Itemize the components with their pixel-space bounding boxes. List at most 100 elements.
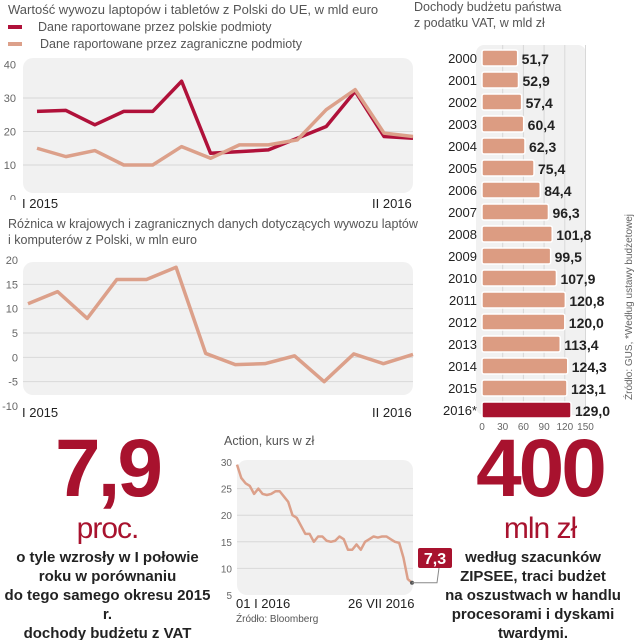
caption-line: na oszustwach w handlu xyxy=(445,587,621,604)
leader-line xyxy=(412,567,440,584)
category-label: 2000 xyxy=(448,51,477,66)
bar xyxy=(481,335,561,353)
y-tick-label: 10 xyxy=(4,160,16,172)
category-label: 2002 xyxy=(448,95,477,110)
bar xyxy=(481,159,535,177)
y-tick-label: 20 xyxy=(6,255,18,267)
bar xyxy=(481,247,552,265)
value-label: 101,8 xyxy=(556,227,591,243)
caption-line: procesorami i dyskami twardymi. xyxy=(451,606,615,640)
chart2-title-2: i komputerów z Polski, w mln euro xyxy=(8,233,197,247)
caption-line: roku w porównaniu xyxy=(38,568,177,585)
value-label: 75,4 xyxy=(538,161,565,177)
caption-line: o tyle wzrosły w I połowie xyxy=(16,549,199,566)
plot-background xyxy=(23,58,413,193)
value-label: 99,5 xyxy=(555,249,582,265)
category-label: 2006 xyxy=(448,183,477,198)
caption-line: ZIPSEE, traci budżet xyxy=(460,568,606,585)
y-tick-label: 0 xyxy=(10,194,16,201)
value-label: 120,8 xyxy=(569,293,604,309)
caption-line: według szacunków xyxy=(465,549,601,566)
bar xyxy=(481,203,550,221)
value-label: 120,0 xyxy=(569,315,604,331)
chart1-plot: 0 10 20 30 40 xyxy=(4,58,414,201)
x-tick-label: 30 xyxy=(497,422,509,433)
bar xyxy=(481,269,558,287)
stat-right-unit: mln zł xyxy=(503,512,577,545)
chart4-source: Źródło: Bloomberg xyxy=(236,614,319,625)
series-line xyxy=(235,464,413,584)
category-label: 2015 xyxy=(448,381,477,396)
bar xyxy=(481,313,566,331)
bar xyxy=(481,49,519,67)
chart1-title: Wartość wywozu laptopów i tabletów z Pol… xyxy=(8,2,379,17)
category-label: 2016* xyxy=(443,403,477,418)
bar xyxy=(481,137,526,155)
bar xyxy=(481,357,569,375)
chart4-x-start: 01 I 2016 xyxy=(236,596,291,611)
stat-left-unit: proc. xyxy=(76,512,140,545)
last-value-label: 7,3 xyxy=(424,551,446,568)
y-tick-label: 25 xyxy=(221,485,233,496)
chart2-title: Różnica w krajowych i zagranicznych dany… xyxy=(8,217,418,231)
chart1-x-start: I 2015 xyxy=(22,196,59,211)
category-label: 2004 xyxy=(448,139,477,154)
value-label: 60,4 xyxy=(528,117,555,133)
last-value-badge xyxy=(418,548,452,568)
chart4-x-end: 26 VII 2016 xyxy=(348,596,415,611)
category-label: 2010 xyxy=(448,271,477,286)
stat-left-caption: o tyle wzrosły w I połowie roku w porówn… xyxy=(0,548,215,640)
bar xyxy=(481,291,567,309)
plot-background xyxy=(23,262,413,395)
series-line xyxy=(27,265,414,384)
y-tick-label: 10 xyxy=(221,564,233,575)
x-tick-label: 150 xyxy=(577,422,594,433)
y-tick-label: 5 xyxy=(12,328,18,340)
value-label: 113,4 xyxy=(564,337,598,353)
value-label: 123,1 xyxy=(571,381,606,397)
y-tick-label: 15 xyxy=(6,279,18,291)
category-label: 2005 xyxy=(448,161,477,176)
category-label: 2013 xyxy=(448,337,477,352)
y-tick-label: 5 xyxy=(226,591,232,600)
category-label: 2014 xyxy=(448,359,477,374)
category-label: 2012 xyxy=(448,315,477,330)
value-label: 57,4 xyxy=(526,95,553,111)
x-tick-label: 90 xyxy=(539,422,551,433)
value-label: 124,3 xyxy=(572,359,607,375)
category-label: 2007 xyxy=(448,205,477,220)
x-tick-label: 0 xyxy=(479,422,485,433)
chart3-title: Dochody budżetu państwa xyxy=(414,0,562,14)
caption-line: dochody budżetu z VAT xyxy=(23,625,192,640)
chart1-x-end: II 2016 xyxy=(372,196,412,211)
legend-item-polish: Dane raportowane przez polskie podmioty xyxy=(8,20,271,34)
value-label: 96,3 xyxy=(552,205,579,221)
y-tick-label: -5 xyxy=(8,377,18,389)
y-tick-label: 0 xyxy=(12,352,18,364)
y-tick-label: 10 xyxy=(6,304,18,316)
y-tick-label: 15 xyxy=(221,538,233,549)
chart3-title-2: z podatku VAT, w mld zł xyxy=(414,16,545,30)
series-line xyxy=(36,87,414,167)
bar xyxy=(481,225,553,243)
category-label: 2011 xyxy=(449,293,477,308)
y-tick-label: 20 xyxy=(4,127,16,139)
value-label: 129,0 xyxy=(575,403,610,419)
value-label: 62,3 xyxy=(529,139,556,155)
y-tick-label: 20 xyxy=(221,511,233,522)
chart3-plot: 0 30 60 90 120 150 2000 51,7 2001 52,9 2002 57,4 200… xyxy=(443,45,610,433)
value-label: 84,4 xyxy=(544,183,571,199)
chart4-plot: 5 10 15 20 25 30 7,3 xyxy=(221,458,452,600)
y-tick-label: 30 xyxy=(221,458,233,469)
legend-label: Dane raportowane przez zagraniczne podmi… xyxy=(40,37,302,51)
x-tick-label: 120 xyxy=(556,422,573,433)
y-tick-label: 40 xyxy=(4,60,16,72)
source-note: Źródło: GUS, *Według ustawy budżetowej xyxy=(624,213,635,400)
category-label: 2008 xyxy=(448,227,477,242)
value-label: 107,9 xyxy=(560,271,595,287)
bar xyxy=(481,71,520,89)
bar xyxy=(481,401,572,419)
x-tick-label: 60 xyxy=(518,422,530,433)
legend-label: Dane raportowane przez polskie podmioty xyxy=(38,20,272,34)
